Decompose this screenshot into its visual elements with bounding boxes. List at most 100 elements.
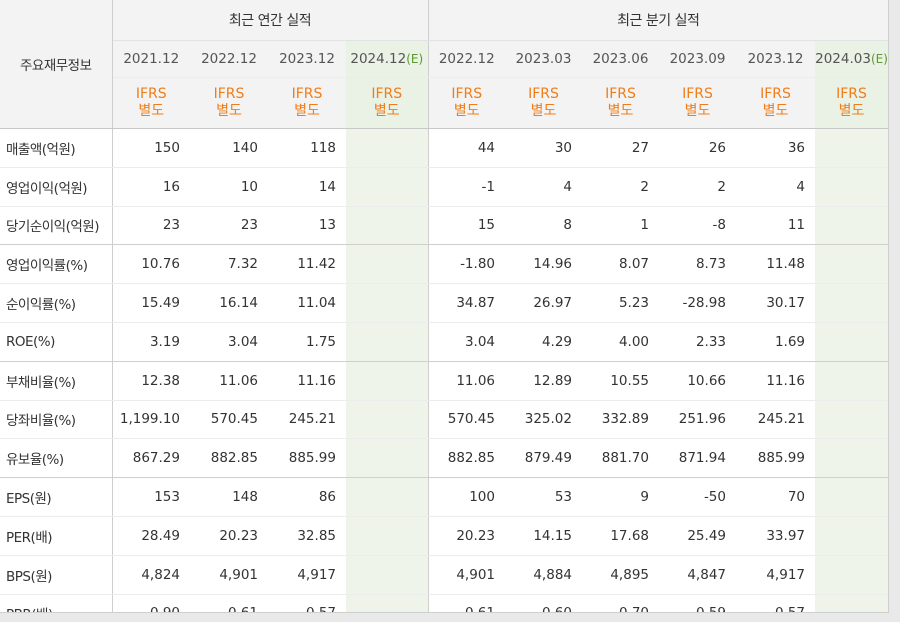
quarter-value-cell: 14.15	[505, 516, 582, 556]
ifrs-badge: IFRS 별도	[736, 77, 815, 129]
estimate-cell	[346, 167, 428, 207]
quarter-value-cell: 570.45	[427, 400, 505, 440]
quarter-value-cell: 0.61	[427, 594, 505, 612]
annual-value-cell: 32.85	[268, 516, 346, 556]
annual-period-header: 2022.12	[190, 40, 268, 78]
annual-value-cell: 3.04	[190, 322, 268, 362]
ifrs-badge: IFRS 별도	[659, 77, 736, 129]
estimate-cell	[346, 361, 428, 401]
quarter-value-cell: 0.57	[736, 594, 815, 612]
ifrs-badge: IFRS 별도	[190, 77, 268, 129]
annual-value-cell: 1.75	[268, 322, 346, 362]
annual-value-cell: 118	[268, 128, 346, 168]
estimate-cell	[815, 438, 888, 479]
annual-value-cell: 0.61	[190, 594, 268, 612]
annual-value-cell: 0.90	[112, 594, 190, 612]
annual-value-cell: 20.23	[190, 516, 268, 556]
annual-estimate-period-header: 2024.12(E)	[346, 40, 428, 78]
quarter-value-cell: 2	[582, 167, 659, 207]
row-label: ROE(%)	[0, 322, 113, 362]
quarter-value-cell: 9	[582, 477, 659, 517]
estimate-cell	[346, 400, 428, 440]
quarter-value-cell: 26.97	[505, 283, 582, 323]
quarter-group-header: 최근 분기 실적	[427, 0, 888, 41]
estimate-cell	[346, 128, 428, 168]
quarter-value-cell: 8.73	[659, 244, 736, 285]
quarter-value-cell: 25.49	[659, 516, 736, 556]
quarter-value-cell: 8.07	[582, 244, 659, 285]
table-row: 부채비율(%) 12.38 11.06 11.16 11.06 12.89 10.55 10.…	[0, 361, 888, 401]
estimate-cell	[346, 206, 428, 246]
row-label: 매출액(억원)	[0, 128, 113, 168]
column-header-label: 주요재무정보	[0, 0, 113, 129]
row-label: 영업이익(억원)	[0, 167, 113, 207]
annual-value-cell: 3.19	[112, 322, 190, 362]
estimate-cell	[346, 322, 428, 362]
estimate-cell	[815, 283, 888, 323]
quarter-value-cell: 332.89	[582, 400, 659, 440]
table-row: ROE(%) 3.19 3.04 1.75 3.04 4.29 4.00 2.33 1.69	[0, 322, 888, 362]
quarter-value-cell: 4,917	[736, 555, 815, 595]
annual-value-cell: 570.45	[190, 400, 268, 440]
annual-value-cell: 16.14	[190, 283, 268, 323]
quarter-value-cell: 0.70	[582, 594, 659, 612]
quarter-value-cell: 11.16	[736, 361, 815, 401]
row-label: 당기순이익(억원)	[0, 206, 113, 246]
quarter-value-cell: 879.49	[505, 438, 582, 479]
quarter-value-cell: -8	[659, 206, 736, 246]
annual-value-cell: 86	[268, 477, 346, 517]
annual-group-header: 최근 연간 실적	[112, 0, 428, 41]
table-row: BPS(원) 4,824 4,901 4,917 4,901 4,884 4,895 4,84…	[0, 555, 888, 595]
annual-value-cell: 140	[190, 128, 268, 168]
quarter-value-cell: 10.55	[582, 361, 659, 401]
quarter-value-cell: 0.60	[505, 594, 582, 612]
row-label: PER(배)	[0, 516, 113, 556]
quarter-value-cell: 11	[736, 206, 815, 246]
annual-value-cell: 16	[112, 167, 190, 207]
annual-value-cell: 867.29	[112, 438, 190, 479]
annual-value-cell: 1,199.10	[112, 400, 190, 440]
row-label: 유보율(%)	[0, 438, 113, 479]
annual-value-cell: 11.06	[190, 361, 268, 401]
quarter-value-cell: 14.96	[505, 244, 582, 285]
table-row: PBR(배)0.900.610.570.610.600.700.590.57	[0, 594, 888, 612]
annual-value-cell: 4,824	[112, 555, 190, 595]
estimate-mark: (E)	[406, 52, 424, 66]
annual-value-cell: 7.32	[190, 244, 268, 285]
quarter-value-cell: 871.94	[659, 438, 736, 479]
quarter-value-cell: 44	[427, 128, 505, 168]
quarter-value-cell: 4,847	[659, 555, 736, 595]
quarter-value-cell: 2	[659, 167, 736, 207]
row-label: 순이익률(%)	[0, 283, 113, 323]
table-row: PER(배) 28.49 20.23 32.85 20.23 14.15 17.68 25.4…	[0, 516, 888, 556]
quarter-value-cell: 1.69	[736, 322, 815, 362]
quarter-value-cell: 11.06	[427, 361, 505, 401]
quarter-value-cell: 27	[582, 128, 659, 168]
ifrs-badge: IFRS 별도	[427, 77, 505, 129]
annual-value-cell: 23	[112, 206, 190, 246]
quarter-value-cell: 4,884	[505, 555, 582, 595]
estimate-cell	[815, 516, 888, 556]
quarter-period-header: 2023.12	[736, 40, 815, 78]
row-label: PBR(배)	[0, 594, 113, 612]
estimate-cell	[815, 400, 888, 440]
row-label: 당좌비율(%)	[0, 400, 113, 440]
estimate-cell	[346, 477, 428, 517]
quarter-value-cell: 4	[505, 167, 582, 207]
annual-value-cell: 153	[112, 477, 190, 517]
quarter-value-cell: -1.80	[427, 244, 505, 285]
quarter-value-cell: 34.87	[427, 283, 505, 323]
quarter-value-cell: 3.04	[427, 322, 505, 362]
estimate-cell	[815, 167, 888, 207]
quarter-value-cell: 17.68	[582, 516, 659, 556]
quarter-value-cell: 4	[736, 167, 815, 207]
annual-value-cell: 245.21	[268, 400, 346, 440]
table-row: 매출액(억원) 150 140 118 44 30 27 26 36	[0, 128, 888, 168]
quarter-value-cell: 4,895	[582, 555, 659, 595]
table-row: 당좌비율(%) 1,199.10 570.45 245.21 570.45 325.02 3…	[0, 400, 888, 440]
annual-period-header: 2021.12	[112, 40, 190, 78]
estimate-cell	[346, 555, 428, 595]
estimate-mark: (E)	[870, 52, 888, 66]
quarter-value-cell: -1	[427, 167, 505, 207]
quarter-period-header: 2023.03	[505, 40, 582, 78]
